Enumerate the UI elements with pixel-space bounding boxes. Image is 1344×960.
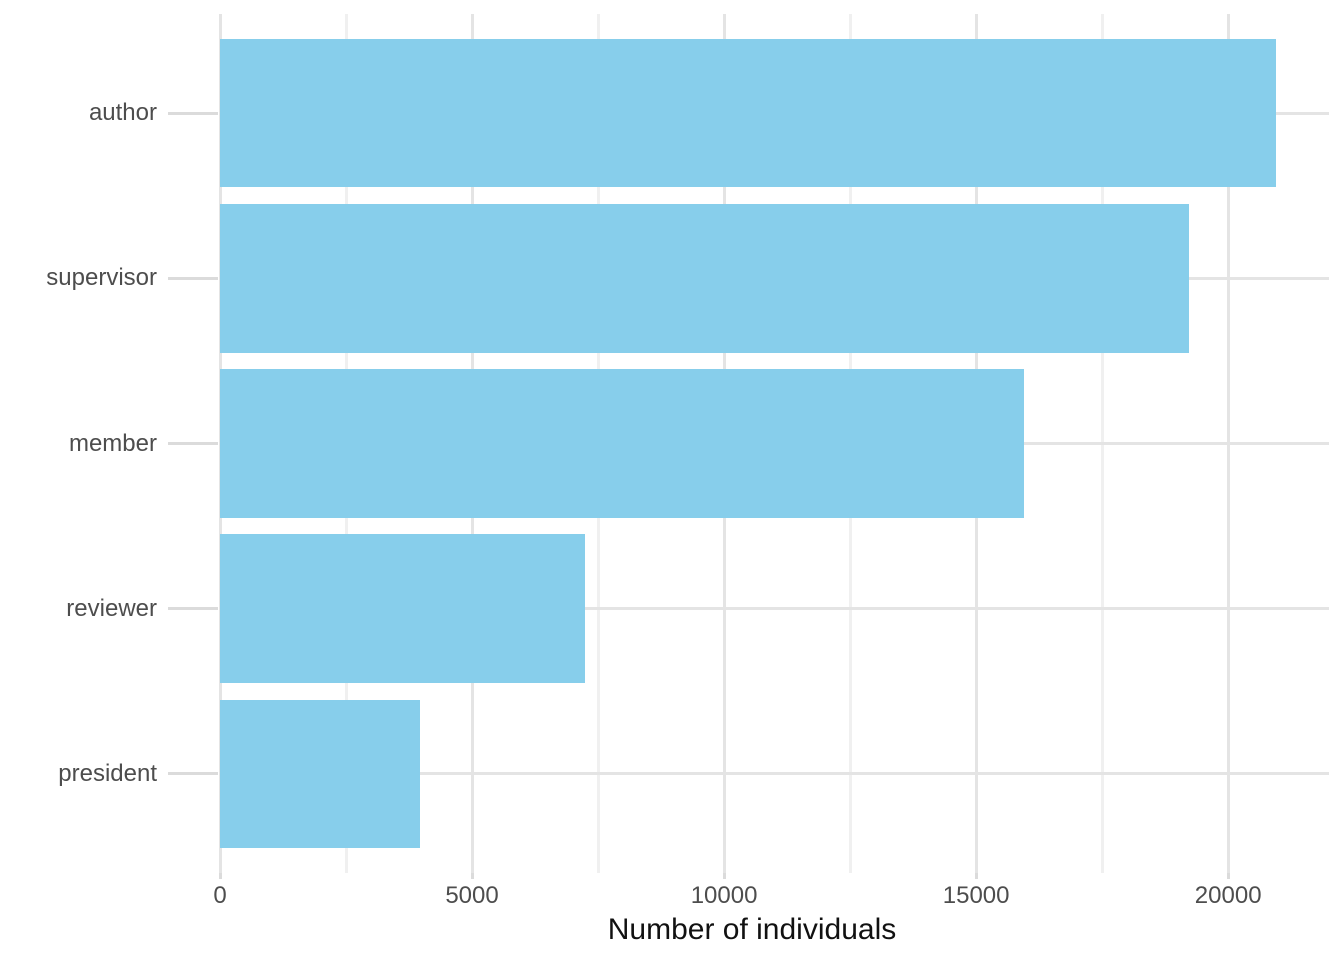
x-tick-20000	[1226, 873, 1230, 879]
x-tick-10000	[722, 873, 726, 879]
y-tick-author	[168, 111, 218, 115]
x-tick-0	[218, 873, 222, 879]
x-tick-label-10000: 10000	[690, 882, 758, 909]
y-tick-label-reviewer: reviewer	[66, 594, 157, 622]
bar-supervisor	[220, 203, 1189, 353]
bar-author	[220, 38, 1277, 188]
bar-reviewer	[220, 534, 586, 684]
y-tick-label-member: member	[68, 429, 157, 457]
x-tick-label-5000: 5000	[445, 882, 499, 909]
y-tick-label-supervisor: supervisor	[46, 264, 157, 292]
y-tick-president	[168, 772, 218, 776]
y-tick-label-president: president	[58, 759, 157, 787]
gridline-y-president	[220, 772, 1329, 776]
bar-member	[220, 369, 1025, 518]
x-tick-15000	[974, 873, 978, 879]
y-tick-reviewer	[168, 607, 218, 611]
y-tick-supervisor	[168, 276, 218, 280]
x-tick-label-15000: 15000	[942, 882, 1010, 909]
x-tick-label-20000: 20000	[1194, 882, 1262, 909]
x-tick-label-0: 0	[213, 882, 227, 909]
bar-president	[220, 699, 420, 849]
gridline-y-reviewer	[220, 607, 1329, 611]
x-tick-5000	[470, 873, 474, 879]
x-axis-title: Number of individuals	[607, 913, 897, 946]
y-tick-label-author: author	[88, 99, 157, 127]
y-tick-member	[168, 442, 218, 445]
